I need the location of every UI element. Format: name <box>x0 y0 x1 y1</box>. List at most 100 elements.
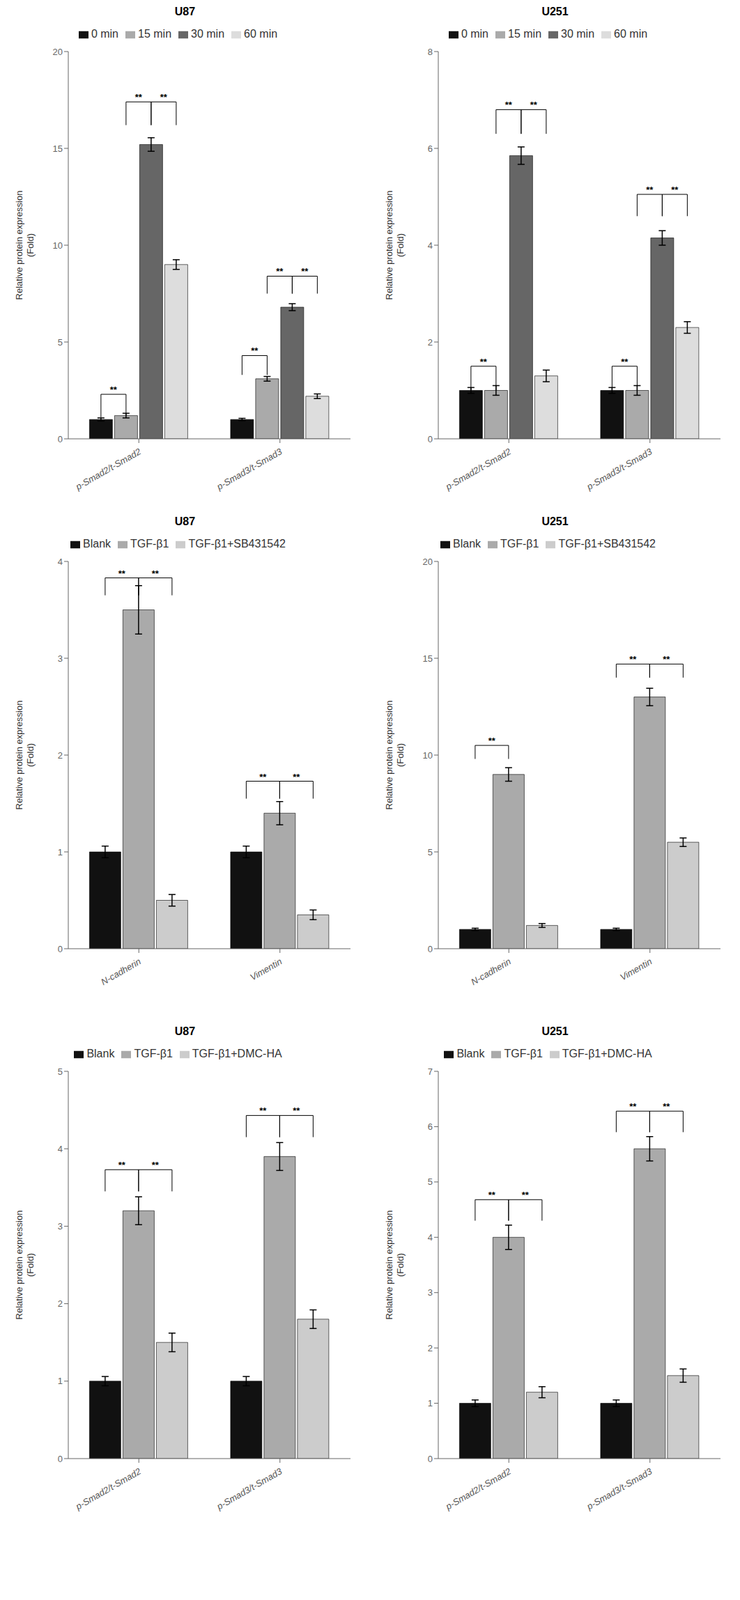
svg-text:**: ** <box>301 266 309 277</box>
svg-text:Relative protein expression(Fo: Relative protein expression(Fold) <box>13 700 36 811</box>
svg-text:N-cadherin: N-cadherin <box>98 956 143 989</box>
html-text:U87: U87 <box>174 5 196 18</box>
svg-text:**: ** <box>151 1160 160 1171</box>
svg-text:**: ** <box>160 91 168 103</box>
svg-text:**: ** <box>250 345 259 357</box>
html-text:0 min: 0 min <box>461 27 489 40</box>
svg-text:**: ** <box>505 99 513 111</box>
svg-text:4: 4 <box>427 240 433 251</box>
svg-text:**: ** <box>292 772 301 783</box>
svg-text:2: 2 <box>57 1298 63 1310</box>
svg-text:Relative protein expression(Fo: Relative protein expression(Fold) <box>383 1211 406 1321</box>
svg-text:7: 7 <box>427 1066 433 1078</box>
svg-text:**: ** <box>488 735 497 747</box>
svg-text:6: 6 <box>427 1121 433 1133</box>
html-text:TGF-β1+SB431542: TGF-β1+SB431542 <box>188 537 286 550</box>
svg-text:**: ** <box>480 356 488 368</box>
svg-text:N-cadherin: N-cadherin <box>468 956 513 989</box>
html-text:TGF-β1: TGF-β1 <box>130 537 169 550</box>
svg-text:20: 20 <box>52 46 63 58</box>
html-text:Blank: Blank <box>82 537 111 550</box>
svg-text:**: ** <box>629 654 637 665</box>
svg-text:0: 0 <box>57 944 63 955</box>
html-text:Blank: Blank <box>452 537 481 550</box>
html-text:15 min: 15 min <box>507 27 542 40</box>
svg-text:3: 3 <box>57 653 63 665</box>
svg-text:**: ** <box>118 1160 127 1171</box>
svg-text:p-Smad2/t-Smad2: p-Smad2/t-Smad2 <box>443 445 513 493</box>
svg-text:4: 4 <box>57 556 63 568</box>
html-text:0 min: 0 min <box>91 27 119 40</box>
html-text:60 min: 60 min <box>613 27 648 40</box>
svg-text:1: 1 <box>57 1376 63 1387</box>
svg-text:15: 15 <box>52 143 63 154</box>
svg-text:**: ** <box>671 184 679 196</box>
svg-text:0: 0 <box>427 434 433 445</box>
html-text:15 min: 15 min <box>137 27 172 40</box>
svg-text:**: ** <box>110 384 118 396</box>
html-text:60 min: 60 min <box>243 27 278 40</box>
svg-text:**: ** <box>259 1105 267 1117</box>
svg-text:0: 0 <box>427 944 433 955</box>
svg-text:0: 0 <box>427 1454 433 1465</box>
svg-text:**: ** <box>629 1101 637 1113</box>
html-text:U87: U87 <box>174 1025 196 1038</box>
svg-text:1: 1 <box>57 847 63 858</box>
svg-text:10: 10 <box>422 750 433 761</box>
html-text:TGF-β1: TGF-β1 <box>500 537 539 550</box>
svg-text:p-Smad3/t-Smad3: p-Smad3/t-Smad3 <box>584 445 655 493</box>
html-text:30 min: 30 min <box>560 27 595 40</box>
html-text:TGF-β1+SB431542: TGF-β1+SB431542 <box>558 537 656 550</box>
svg-text:10: 10 <box>52 240 63 251</box>
svg-text:p-Smad3/t-Smad3: p-Smad3/t-Smad3 <box>214 445 285 493</box>
svg-text:**: ** <box>292 1105 301 1117</box>
svg-text:20: 20 <box>422 556 433 568</box>
html-text:U87: U87 <box>174 515 196 528</box>
svg-text:15: 15 <box>422 653 433 665</box>
html-text:TGF-β1: TGF-β1 <box>134 1047 173 1060</box>
svg-text:**: ** <box>662 1101 671 1113</box>
svg-text:2: 2 <box>427 1343 433 1354</box>
html-text:U251: U251 <box>541 515 569 528</box>
svg-text:4: 4 <box>427 1232 433 1244</box>
svg-text:Relative protein expression(Fo: Relative protein expression(Fold) <box>383 190 406 301</box>
svg-text:0: 0 <box>57 1454 63 1465</box>
svg-text:**: ** <box>530 99 538 111</box>
svg-text:**: ** <box>620 356 629 368</box>
svg-text:**: ** <box>645 184 654 196</box>
svg-text:6: 6 <box>427 143 433 154</box>
svg-text:3: 3 <box>427 1287 433 1299</box>
svg-text:**: ** <box>662 654 671 665</box>
html-text:Blank: Blank <box>86 1047 115 1060</box>
svg-text:5: 5 <box>427 1176 433 1188</box>
svg-text:p-Smad3/t-Smad3: p-Smad3/t-Smad3 <box>214 1466 285 1513</box>
svg-text:**: ** <box>521 1190 530 1201</box>
svg-text:**: ** <box>488 1190 497 1201</box>
svg-text:0: 0 <box>57 434 63 445</box>
svg-text:2: 2 <box>427 337 433 348</box>
svg-text:**: ** <box>135 91 143 103</box>
svg-text:5: 5 <box>57 337 63 348</box>
svg-text:**: ** <box>259 772 267 783</box>
svg-text:5: 5 <box>427 847 433 858</box>
svg-text:Relative protein expression(Fo: Relative protein expression(Fold) <box>13 190 36 301</box>
svg-text:**: ** <box>275 266 284 277</box>
svg-text:1: 1 <box>427 1398 433 1409</box>
svg-text:**: ** <box>118 568 127 580</box>
svg-text:**: ** <box>151 568 160 580</box>
html-text:30 min: 30 min <box>190 27 225 40</box>
html-text:U251: U251 <box>541 5 569 18</box>
svg-text:Vimentin: Vimentin <box>248 956 284 984</box>
svg-text:p-Smad2/t-Smad2: p-Smad2/t-Smad2 <box>73 1466 143 1513</box>
svg-text:p-Smad2/t-Smad2: p-Smad2/t-Smad2 <box>443 1466 513 1513</box>
svg-text:Relative protein expression(Fo: Relative protein expression(Fold) <box>13 1211 36 1321</box>
svg-text:2: 2 <box>57 750 63 761</box>
svg-text:p-Smad3/t-Smad3: p-Smad3/t-Smad3 <box>584 1466 655 1513</box>
svg-text:Relative protein expression(Fo: Relative protein expression(Fold) <box>383 700 406 811</box>
svg-text:p-Smad2/t-Smad2: p-Smad2/t-Smad2 <box>73 445 143 493</box>
svg-text:8: 8 <box>427 46 433 58</box>
svg-text:5: 5 <box>57 1066 63 1078</box>
svg-text:4: 4 <box>57 1144 63 1155</box>
svg-text:3: 3 <box>57 1221 63 1232</box>
svg-text:Vimentin: Vimentin <box>618 956 654 984</box>
